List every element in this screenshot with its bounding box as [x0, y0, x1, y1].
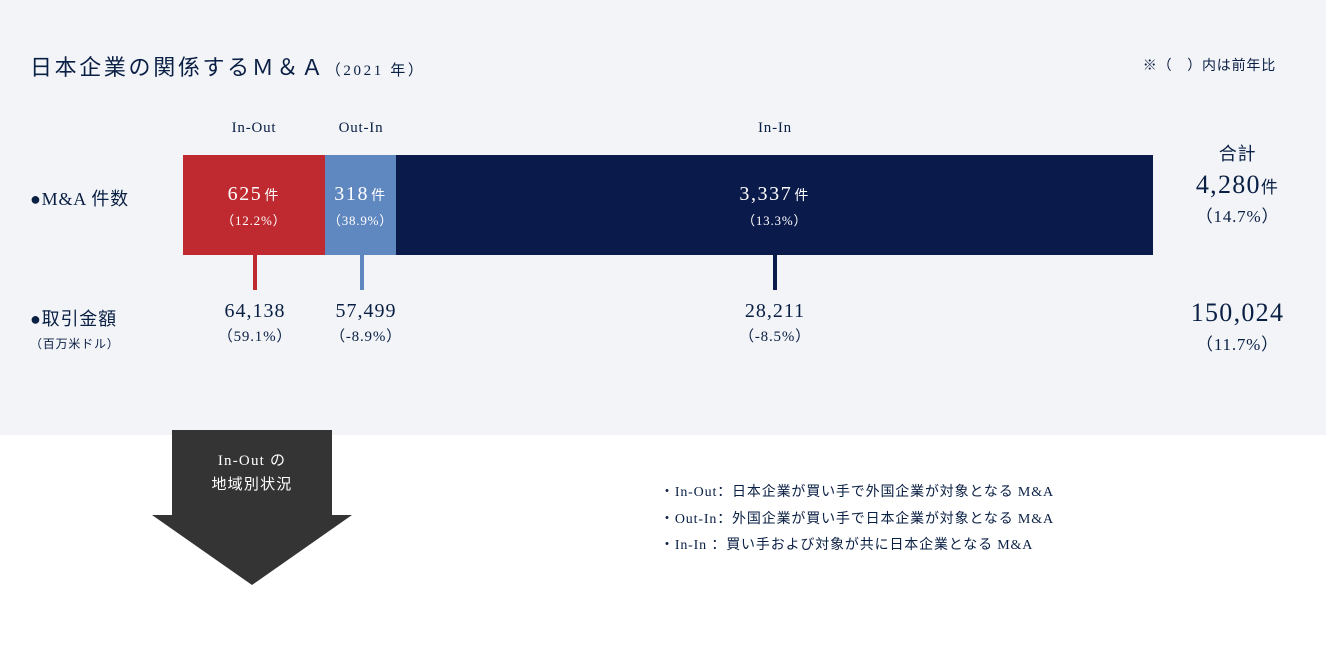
top-panel: 日本企業の関係するＭ＆Ａ（2021 年） ※（ ）内は前年比 In-Out Out… [0, 0, 1326, 435]
total-amount: 150,024 [1165, 298, 1310, 328]
row-label-amount: ●取引金額 （百万米ドル） [30, 305, 180, 352]
stacked-bar: 625件（12.2%）318件（38.9%）3,337件（13.3%） [183, 155, 1153, 255]
footnote-top: ※（ ）内は前年比 [1143, 55, 1276, 75]
total-amount-pct: （11.7%） [1165, 330, 1310, 355]
title-year: （2021 年） [326, 63, 426, 79]
tick-out-in [360, 255, 364, 290]
segment-label-out-in: Out-In [339, 120, 384, 137]
tick-in-out [253, 255, 257, 290]
total-amount-block: 150,024 （11.7%） [1165, 298, 1310, 355]
legend-line-2: ・Out-In：外国企業が買い手で日本企業が対象となる M&A [660, 507, 1054, 534]
segment-label-in-in: In-In [758, 120, 792, 137]
total-count: 4,280件 [1165, 170, 1310, 200]
page-title: 日本企業の関係するＭ＆Ａ（2021 年） [30, 50, 1296, 82]
bar-segment-in-out: 625件（12.2%） [183, 155, 325, 255]
amount-in-in: 28,211（-8.5%） [739, 300, 811, 346]
total-count-pct: （14.7%） [1165, 202, 1310, 227]
amount-out-in: 57,499（-8.9%） [330, 300, 402, 346]
arrow-block: In-Out の 地域別状況 [152, 430, 352, 585]
arrow-line2: 地域別状況 [172, 473, 332, 497]
legend-line-3: ・In-In ：買い手および対象が共に日本企業となる M&A [660, 533, 1054, 560]
legend: ・In-Out：日本企業が買い手で外国企業が対象となる M&A ・Out-In：… [660, 480, 1054, 560]
segment-label-in-out: In-Out [232, 120, 277, 137]
arrow-head-icon [152, 515, 352, 585]
bar-segment-in-in: 3,337件（13.3%） [396, 155, 1153, 255]
amount-in-out: 64,138（59.1%） [218, 300, 292, 346]
row-label-count: ●M&A 件数 [30, 185, 180, 211]
arrow-body: In-Out の 地域別状況 [172, 430, 332, 515]
bar-segment-out-in: 318件（38.9%） [325, 155, 397, 255]
arrow-line1: In-Out の [172, 449, 332, 473]
total-count-block: 合計 4,280件 （14.7%） [1165, 140, 1310, 227]
segment-labels-row: In-Out Out-In In-In [183, 120, 1153, 150]
tick-in-in [773, 255, 777, 290]
title-main: 日本企業の関係するＭ＆Ａ [30, 55, 326, 80]
total-label: 合計 [1165, 140, 1310, 166]
legend-line-1: ・In-Out：日本企業が買い手で外国企業が対象となる M&A [660, 480, 1054, 507]
